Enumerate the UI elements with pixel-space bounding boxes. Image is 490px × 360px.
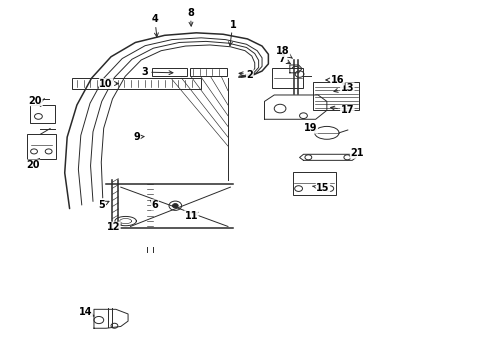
Text: 12: 12: [107, 222, 121, 232]
Text: 6: 6: [150, 200, 158, 210]
Text: 8: 8: [187, 8, 194, 26]
Text: 20: 20: [29, 96, 42, 106]
Bar: [30, 105, 55, 123]
Bar: [191, 68, 227, 76]
Text: 1: 1: [228, 19, 236, 46]
Text: 18: 18: [276, 46, 293, 58]
Bar: [272, 68, 303, 88]
Text: 16: 16: [326, 75, 344, 85]
Text: 10: 10: [99, 78, 119, 89]
Bar: [313, 82, 360, 111]
Text: 15: 15: [313, 183, 330, 193]
Text: 7: 7: [278, 54, 291, 64]
Text: 3: 3: [142, 67, 173, 77]
Text: 5: 5: [98, 200, 109, 210]
Ellipse shape: [315, 126, 339, 139]
Text: 13: 13: [334, 83, 354, 93]
Text: 20: 20: [26, 159, 40, 170]
Text: 14: 14: [79, 307, 94, 317]
Text: 11: 11: [185, 211, 198, 221]
Text: 9: 9: [133, 132, 144, 142]
Text: 21: 21: [350, 148, 364, 158]
Text: 19: 19: [304, 123, 318, 133]
Circle shape: [172, 204, 178, 208]
Text: 4: 4: [151, 14, 158, 37]
Text: 17: 17: [331, 105, 354, 115]
Text: 2: 2: [239, 69, 253, 80]
Bar: [293, 172, 336, 195]
Bar: [152, 68, 187, 76]
Bar: [27, 134, 56, 158]
Bar: [72, 78, 201, 89]
